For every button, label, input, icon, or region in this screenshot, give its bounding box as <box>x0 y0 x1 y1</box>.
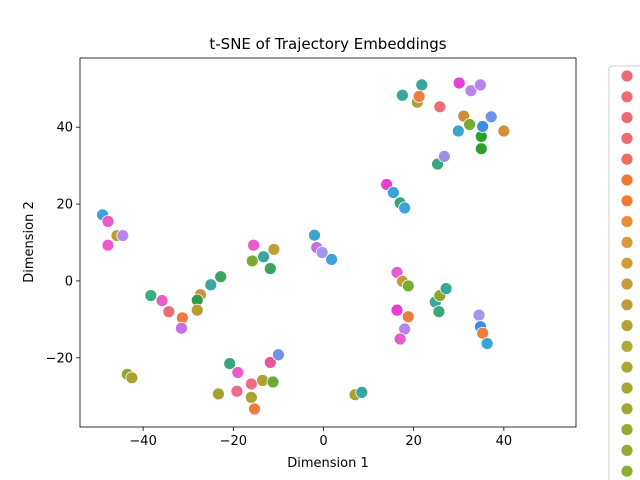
data-point <box>271 348 285 362</box>
legend-marker <box>620 381 634 395</box>
data-point <box>231 366 245 379</box>
legend-marker <box>620 277 634 291</box>
data-point <box>175 321 188 335</box>
x-tick-label: 20 <box>405 434 422 449</box>
data-point <box>463 118 476 131</box>
data-point <box>267 243 281 256</box>
x-tick-label: −40 <box>129 434 156 449</box>
data-point <box>401 310 415 324</box>
legend-marker <box>620 443 634 457</box>
data-point <box>204 278 218 292</box>
legend-marker <box>620 298 634 312</box>
data-point <box>162 305 176 319</box>
data-points <box>96 76 511 416</box>
legend-marker <box>620 402 634 416</box>
legend-marker <box>620 235 634 249</box>
legend-marker <box>620 194 634 208</box>
y-axis-label: Dimension 2 <box>22 201 37 283</box>
data-point <box>223 357 237 370</box>
data-point <box>315 246 329 259</box>
legend-marker <box>620 111 634 124</box>
legend-marker <box>620 173 634 187</box>
legend-marker <box>620 319 634 333</box>
data-point <box>257 250 270 264</box>
data-point <box>432 305 446 319</box>
data-point <box>474 78 487 92</box>
data-point <box>412 90 426 103</box>
data-point <box>101 238 115 252</box>
y-tick-label: 20 <box>56 198 73 213</box>
legend-marker <box>620 215 634 229</box>
legend-box <box>608 65 640 480</box>
data-point <box>125 371 139 385</box>
legend-marker <box>620 464 634 478</box>
data-point <box>230 384 244 398</box>
data-point <box>263 262 277 276</box>
data-point <box>452 76 466 90</box>
legend-marker <box>620 152 634 166</box>
data-point <box>439 282 453 296</box>
data-point <box>248 402 261 416</box>
data-point <box>437 149 451 163</box>
data-point <box>101 214 115 228</box>
data-point <box>393 332 407 346</box>
data-point <box>308 228 321 242</box>
data-point <box>266 375 280 389</box>
chart-title: t-SNE of Trajectory Embeddings <box>209 35 446 53</box>
legend-marker <box>620 423 634 437</box>
y-tick-label: 0 <box>65 274 73 289</box>
data-point <box>474 142 488 156</box>
data-point <box>116 229 130 242</box>
data-point <box>464 84 478 98</box>
legend <box>608 65 640 480</box>
data-point <box>497 124 511 138</box>
data-point <box>325 253 339 266</box>
data-point <box>212 387 225 401</box>
legend-marker <box>620 339 634 353</box>
x-axis-label: Dimension 1 <box>287 456 369 471</box>
legend-markers <box>620 69 634 478</box>
y-axis-ticks: −20 0 20 40 <box>46 121 80 366</box>
plot-frame <box>79 57 577 428</box>
data-point <box>484 110 498 124</box>
data-point <box>433 100 447 114</box>
data-point <box>355 386 369 399</box>
data-point <box>244 391 258 404</box>
y-tick-label: 40 <box>56 121 73 136</box>
data-point <box>390 303 404 317</box>
data-point <box>263 356 277 369</box>
x-tick-label: 40 <box>496 434 513 449</box>
data-point <box>395 88 409 102</box>
x-tick-label: 0 <box>319 434 327 449</box>
data-point <box>480 337 494 350</box>
legend-marker <box>620 360 634 374</box>
data-point <box>245 254 259 268</box>
data-point <box>472 308 486 322</box>
data-point <box>244 377 258 391</box>
data-point <box>451 124 465 138</box>
legend-marker <box>620 69 634 83</box>
x-axis-ticks: −40 −20 0 20 40 <box>129 427 512 449</box>
data-point <box>398 201 412 215</box>
data-point <box>190 303 204 317</box>
data-point <box>401 279 415 293</box>
data-point <box>247 238 261 252</box>
data-point <box>144 289 158 302</box>
data-point <box>386 186 400 199</box>
data-point <box>214 270 228 284</box>
legend-marker <box>620 256 634 270</box>
data-point <box>415 78 429 92</box>
data-point <box>476 120 490 133</box>
y-tick-label: −20 <box>46 351 73 366</box>
legend-marker <box>620 131 634 145</box>
x-tick-label: −20 <box>220 434 247 449</box>
data-point <box>155 294 169 307</box>
legend-marker <box>620 90 634 104</box>
